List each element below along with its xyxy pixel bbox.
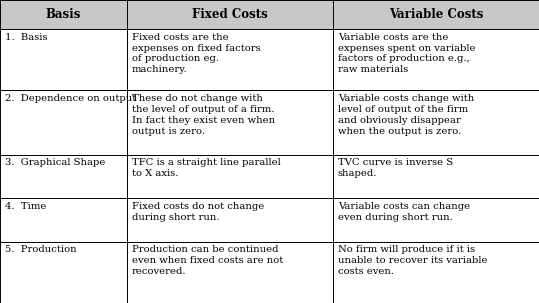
Text: TVC curve is inverse S
shaped.: TVC curve is inverse S shaped. xyxy=(338,158,453,178)
Bar xyxy=(0,29,127,90)
Bar xyxy=(333,90,539,155)
Text: Variable costs can change
even during short run.: Variable costs can change even during sh… xyxy=(338,202,470,222)
Text: These do not change with
the level of output of a firm.
In fact they exist even : These do not change with the level of ou… xyxy=(132,94,275,136)
Text: Fixed Costs: Fixed Costs xyxy=(192,8,267,21)
Text: TFC is a straight line parallel
to X axis.: TFC is a straight line parallel to X axi… xyxy=(132,158,281,178)
Bar xyxy=(0,198,127,242)
Text: Variable costs are the
expenses spent on variable
factors of production e.g.,
ra: Variable costs are the expenses spent on… xyxy=(338,32,475,75)
Text: Fixed costs do not change
during short run.: Fixed costs do not change during short r… xyxy=(132,202,264,222)
Text: Fixed costs are the
expenses on fixed factors
of production eg.
machinery.: Fixed costs are the expenses on fixed fa… xyxy=(132,32,261,75)
Bar xyxy=(127,155,333,198)
Text: 5.  Production: 5. Production xyxy=(5,245,77,255)
Bar xyxy=(127,242,333,303)
Text: 4.  Time: 4. Time xyxy=(5,202,47,211)
Text: Production can be continued
even when fixed costs are not
recovered.: Production can be continued even when fi… xyxy=(132,245,284,276)
Bar xyxy=(127,29,333,90)
Bar xyxy=(333,0,539,29)
Text: 1.  Basis: 1. Basis xyxy=(5,32,48,42)
Bar xyxy=(333,155,539,198)
Text: Basis: Basis xyxy=(46,8,81,21)
Bar xyxy=(127,90,333,155)
Bar xyxy=(0,242,127,303)
Bar xyxy=(0,90,127,155)
Bar xyxy=(333,198,539,242)
Bar xyxy=(127,0,333,29)
Bar xyxy=(333,29,539,90)
Bar xyxy=(333,242,539,303)
Bar xyxy=(127,198,333,242)
Bar xyxy=(0,155,127,198)
Text: 3.  Graphical Shape: 3. Graphical Shape xyxy=(5,158,106,167)
Text: Variable Costs: Variable Costs xyxy=(389,8,483,21)
Text: No firm will produce if it is
unable to recover its variable
costs even.: No firm will produce if it is unable to … xyxy=(338,245,487,276)
Bar xyxy=(0,0,127,29)
Text: Variable costs change with
level of output of the firm
and obviously disappear
w: Variable costs change with level of outp… xyxy=(338,94,474,136)
Text: 2.  Dependence on output: 2. Dependence on output xyxy=(5,94,137,103)
